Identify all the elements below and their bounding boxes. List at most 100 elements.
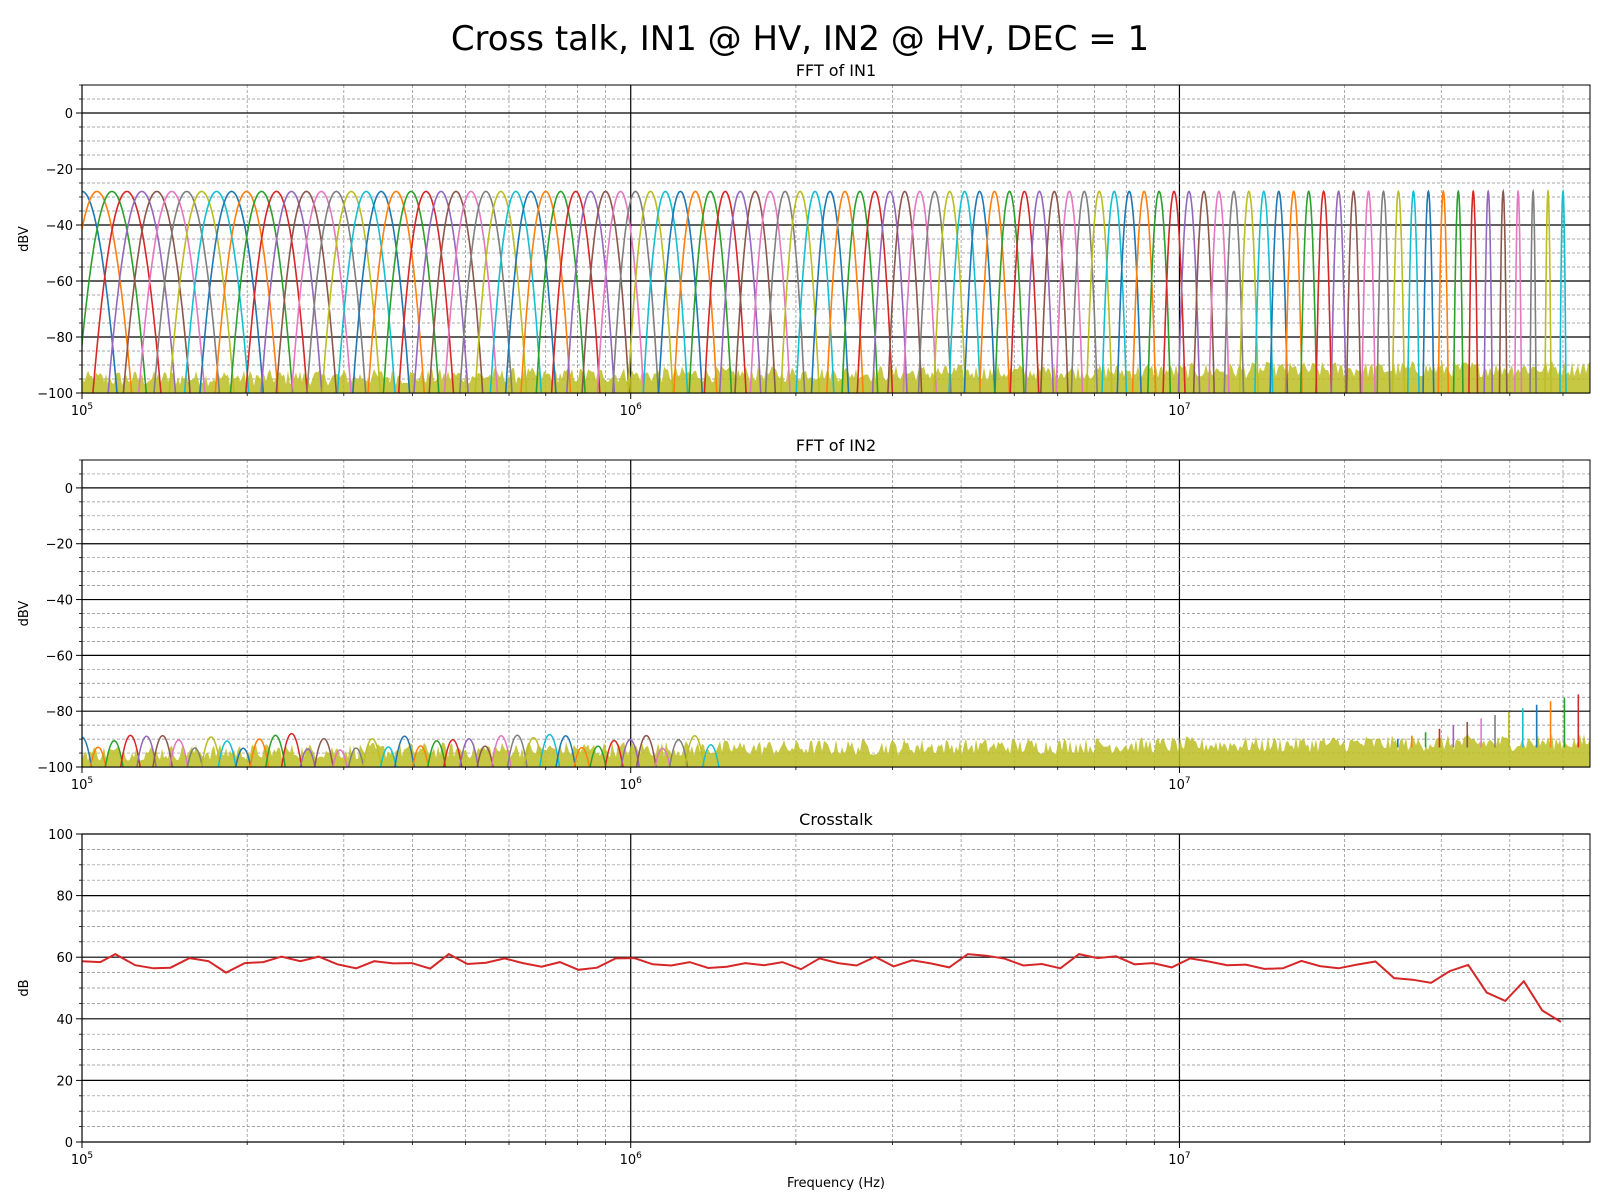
in1-tone-trace bbox=[245, 190, 308, 393]
fft-in2-traces bbox=[82, 694, 1590, 767]
in2-leakage-trace bbox=[604, 739, 624, 767]
in1-tone-trace bbox=[214, 190, 279, 393]
y-tick-label: −40 bbox=[46, 219, 73, 234]
in1-tone-trace bbox=[137, 190, 206, 393]
in2-leakage-trace bbox=[684, 735, 706, 767]
in2-leakage-trace bbox=[459, 737, 479, 767]
in1-tone-trace bbox=[734, 190, 777, 393]
y-tick-label: −100 bbox=[37, 761, 73, 776]
in1-tone-trace bbox=[153, 190, 221, 393]
in1-tone-trace bbox=[290, 190, 352, 393]
crosstalk-ylabel: dB bbox=[17, 979, 32, 996]
in1-tone-trace bbox=[1345, 190, 1362, 393]
in1-tone-trace bbox=[1009, 190, 1040, 393]
in2-leakage-trace bbox=[313, 737, 334, 767]
in2-leakage-trace bbox=[299, 748, 316, 767]
in1-tone-trace bbox=[550, 190, 601, 393]
crosstalk-traces bbox=[82, 952, 1562, 1023]
in1-tone-trace bbox=[1437, 189, 1450, 393]
in1-tone-trace bbox=[428, 190, 484, 393]
fft-in1-title: FFT of IN1 bbox=[796, 61, 876, 80]
y-tick-label: 0 bbox=[65, 1136, 73, 1151]
in1-tone-trace bbox=[902, 190, 938, 393]
in1-tone-trace bbox=[413, 190, 469, 393]
in1-tone-trace bbox=[168, 190, 235, 393]
in1-tone-trace bbox=[795, 190, 835, 393]
in2-leakage-trace bbox=[168, 739, 189, 767]
in1-tone-trace bbox=[489, 190, 543, 393]
y-tick-label: 40 bbox=[56, 1013, 73, 1028]
in2-leakage-trace bbox=[427, 740, 447, 767]
fft-in2-axes: 105 106 107 −100 −80 −60 −40 −20 0 FFT of IN2 dB… bbox=[17, 436, 1591, 793]
in1-tone-trace bbox=[917, 190, 952, 393]
y-tick-label: −80 bbox=[46, 705, 73, 720]
crosstalk-axes: 105 106 107 0 20 40 60 80 100 Crosstalk dB Frequ… bbox=[17, 810, 1591, 1191]
in1-tone-trace bbox=[1101, 190, 1128, 393]
in1-tone-trace bbox=[963, 190, 996, 393]
in1-tone-trace bbox=[1452, 189, 1464, 393]
noise-floor-band bbox=[82, 360, 1590, 393]
in1-tone-trace bbox=[994, 190, 1025, 393]
in1-tone-trace bbox=[1299, 190, 1318, 393]
in2-leakage-trace bbox=[152, 734, 174, 767]
in1-tone-trace bbox=[82, 190, 118, 393]
crosstalk-ticks: 105 106 107 0 20 40 60 80 100 bbox=[48, 828, 1564, 1168]
y-tick-label: 0 bbox=[65, 482, 73, 497]
x-tick-label: 106 bbox=[620, 1151, 643, 1168]
in1-tone-trace bbox=[229, 190, 294, 393]
in1-tone-trace bbox=[1223, 190, 1245, 393]
in1-tone-trace bbox=[1529, 188, 1537, 393]
x-tick-label: 105 bbox=[71, 776, 93, 793]
fft-in2-ylabel: dBV bbox=[17, 601, 32, 627]
x-tick-label: 107 bbox=[1168, 1151, 1190, 1168]
in2-leakage-trace bbox=[490, 735, 512, 767]
in1-tone-trace bbox=[306, 190, 367, 393]
in2-leakage-trace bbox=[573, 746, 591, 767]
in1-tone-trace bbox=[122, 190, 191, 393]
in1-tone-trace bbox=[749, 190, 791, 393]
in2-leakage-trace bbox=[234, 747, 252, 767]
in1-tone-trace bbox=[1085, 190, 1113, 393]
in2-leakage-trace bbox=[136, 735, 157, 767]
in1-tone-trace bbox=[1070, 190, 1098, 393]
y-tick-label: −100 bbox=[37, 387, 73, 402]
in1-tone-trace bbox=[1315, 190, 1333, 393]
in1-tone-trace bbox=[718, 190, 762, 393]
fft-in1-ylabel: dBV bbox=[17, 226, 32, 252]
in2-leakage-trace bbox=[635, 734, 657, 767]
in1-tone-trace bbox=[1407, 189, 1420, 393]
in1-tone-trace bbox=[1177, 190, 1201, 393]
in2-leakage-trace bbox=[538, 733, 561, 767]
in1-tone-trace bbox=[780, 190, 820, 393]
in1-tone-trace bbox=[1330, 190, 1347, 393]
y-tick-label: 0 bbox=[65, 107, 73, 122]
y-tick-label: 20 bbox=[56, 1074, 73, 1089]
in1-tone-trace bbox=[1559, 188, 1567, 393]
in2-leakage-trace bbox=[265, 734, 286, 767]
in1-tone-trace bbox=[520, 190, 572, 393]
in2-leakage-trace bbox=[200, 736, 222, 767]
in1-tone-trace bbox=[1483, 189, 1493, 393]
x-tick-label: 105 bbox=[71, 402, 93, 419]
in1-tone-trace bbox=[82, 190, 148, 393]
in2-leakage-trace bbox=[332, 749, 348, 767]
in1-tone-trace bbox=[841, 190, 879, 393]
in1-tone-trace bbox=[1391, 189, 1406, 393]
in2-leakage-trace bbox=[523, 736, 544, 767]
in1-tone-trace bbox=[92, 190, 162, 393]
in2-leakage-trace bbox=[555, 734, 577, 767]
y-tick-label: 100 bbox=[48, 828, 73, 843]
in1-tone-trace bbox=[871, 190, 908, 393]
in1-tone-trace bbox=[596, 190, 645, 393]
in1-tone-trace bbox=[1040, 190, 1069, 393]
fft-in1-axes: 105 106 107 −100 −80 −60 −40 −20 0 FFT of IN1 dB… bbox=[17, 61, 1591, 419]
in1-tone-trace bbox=[1208, 190, 1230, 393]
in1-tone-trace bbox=[382, 190, 440, 393]
x-tick-label: 106 bbox=[620, 402, 643, 419]
in1-tone-trace bbox=[336, 190, 396, 393]
in1-tone-trace bbox=[275, 190, 338, 393]
in2-leakage-trace bbox=[620, 738, 640, 767]
in2-leakage-trace bbox=[668, 738, 689, 767]
y-tick-label: −40 bbox=[46, 594, 73, 609]
in1-tone-trace bbox=[183, 190, 250, 393]
